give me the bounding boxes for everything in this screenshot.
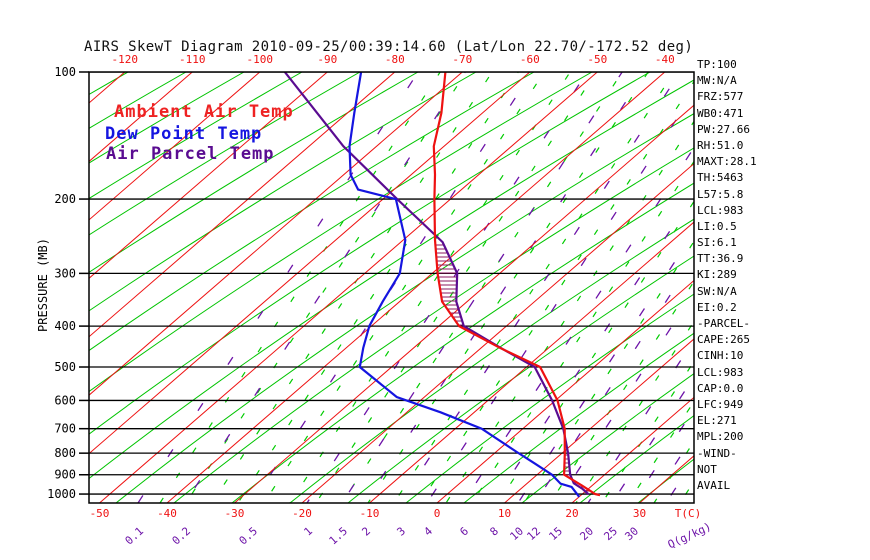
temp-axis-title: T(C) xyxy=(675,507,702,520)
svg-text:12: 12 xyxy=(524,525,543,544)
svg-text:-120: -120 xyxy=(112,53,139,66)
svg-text:20: 20 xyxy=(577,525,596,544)
svg-text:3: 3 xyxy=(394,525,408,539)
stat-item: SI:6.1 xyxy=(697,236,737,250)
svg-text:-30: -30 xyxy=(225,507,245,520)
temp-axis-top: -120 -110 -100 -90 -80 -70 -60 -50 -40 xyxy=(112,53,675,66)
pressure-axis-title: PRESSURE (MB) xyxy=(36,238,50,332)
stat-item: MW:N/A xyxy=(697,74,737,88)
svg-text:800: 800 xyxy=(54,446,76,460)
legend-ambient-air-temp: Ambient Air Temp xyxy=(114,102,294,122)
svg-text:900: 900 xyxy=(54,468,76,482)
svg-text:-50: -50 xyxy=(587,53,607,66)
svg-text:10: 10 xyxy=(507,525,526,544)
svg-text:600: 600 xyxy=(54,393,76,407)
svg-text:10: 10 xyxy=(498,507,511,520)
chart-title: AIRS SkewT Diagram 2010-09-25/00:39:14.6… xyxy=(84,39,694,55)
stat-item: LCL:983 xyxy=(697,203,744,217)
stat-item: -WIND- xyxy=(697,446,737,460)
plot-border xyxy=(88,71,695,504)
svg-text:-80: -80 xyxy=(385,53,405,66)
isotherm-lines xyxy=(89,72,694,503)
svg-text:-40: -40 xyxy=(655,53,675,66)
stat-item: FRZ:577 xyxy=(697,90,744,104)
svg-text:1000: 1000 xyxy=(47,487,76,501)
svg-text:2: 2 xyxy=(359,525,373,539)
svg-text:4: 4 xyxy=(421,524,435,538)
stat-item: RH:51.0 xyxy=(697,138,744,152)
svg-text:-20: -20 xyxy=(292,507,312,520)
svg-text:30: 30 xyxy=(622,525,641,544)
svg-text:100: 100 xyxy=(54,65,76,79)
svg-text:-60: -60 xyxy=(520,53,540,66)
svg-text:0.1: 0.1 xyxy=(123,525,146,548)
pressure-axis: 100 200 300 400 500 600 700 800 900 1000 PRESSURE … xyxy=(36,65,89,501)
svg-text:-10: -10 xyxy=(360,507,380,520)
stat-item: CINH:10 xyxy=(697,349,744,363)
stat-item: LFC:949 xyxy=(697,397,744,411)
stat-item: TP:100 xyxy=(697,58,737,71)
stat-item: EL:271 xyxy=(697,414,737,428)
stat-item: TT:36.9 xyxy=(697,252,744,266)
stat-item: PW:27.66 xyxy=(697,122,750,136)
svg-text:0.2: 0.2 xyxy=(170,525,193,548)
svg-text:-90: -90 xyxy=(317,53,337,66)
svg-text:-40: -40 xyxy=(157,507,177,520)
dew-point-curve xyxy=(348,72,581,498)
svg-text:700: 700 xyxy=(54,422,76,436)
svg-text:300: 300 xyxy=(54,266,76,280)
svg-text:30: 30 xyxy=(633,507,646,520)
svg-text:-70: -70 xyxy=(452,53,472,66)
svg-text:200: 200 xyxy=(54,192,76,206)
legend-air-parcel-temp: Air Parcel Temp xyxy=(106,144,275,164)
stats-panel: TP:100 MW:N/A FRZ:577 WB0:471 PW:27.66 RH:51.… xyxy=(697,57,757,494)
stat-item: CAPE:265 xyxy=(697,333,750,347)
svg-text:-50: -50 xyxy=(90,507,110,520)
stat-item: -PARCEL- xyxy=(697,317,750,330)
stat-item: KI:289 xyxy=(697,268,737,282)
stat-item: NOT xyxy=(697,462,717,476)
green-dashed-lines xyxy=(159,72,694,503)
svg-text:1: 1 xyxy=(301,525,315,539)
stat-item: LCL:983 xyxy=(697,365,744,379)
legend-dew-point-temp: Dew Point Temp xyxy=(105,124,263,144)
svg-text:0: 0 xyxy=(434,507,441,520)
svg-text:500: 500 xyxy=(54,360,76,374)
ambient-temp-curve xyxy=(432,72,601,497)
svg-text:400: 400 xyxy=(54,319,76,333)
stat-item: EI:0.2 xyxy=(697,300,737,314)
stat-item: LI:0.5 xyxy=(697,219,737,233)
stat-item: MPL:200 xyxy=(697,430,744,444)
mixing-axis-title: Q(g/kg) xyxy=(666,520,714,551)
svg-text:-110: -110 xyxy=(179,53,206,66)
svg-text:6: 6 xyxy=(457,525,471,539)
stat-item: MAXT:28.1 xyxy=(697,155,757,169)
svg-text:1.5: 1.5 xyxy=(327,525,350,548)
stat-item: AVAIL xyxy=(697,478,731,492)
svg-text:8: 8 xyxy=(487,525,501,539)
stat-item: WB0:471 xyxy=(697,106,744,120)
stat-item: L57:5.8 xyxy=(697,187,744,201)
svg-text:25: 25 xyxy=(601,525,620,544)
green-adiabat-lines xyxy=(89,72,694,503)
svg-text:15: 15 xyxy=(546,525,565,544)
stat-item: CAP:0.0 xyxy=(697,381,744,395)
stat-item: SW:N/A xyxy=(697,284,737,298)
svg-text:0.5: 0.5 xyxy=(237,525,260,548)
svg-text:-100: -100 xyxy=(247,53,274,66)
stat-item: TH:5463 xyxy=(697,171,744,185)
temp-axis-bottom: -50 -40 -30 -20 -10 0 10 20 30 T(C) xyxy=(90,507,702,520)
svg-text:20: 20 xyxy=(565,507,578,520)
